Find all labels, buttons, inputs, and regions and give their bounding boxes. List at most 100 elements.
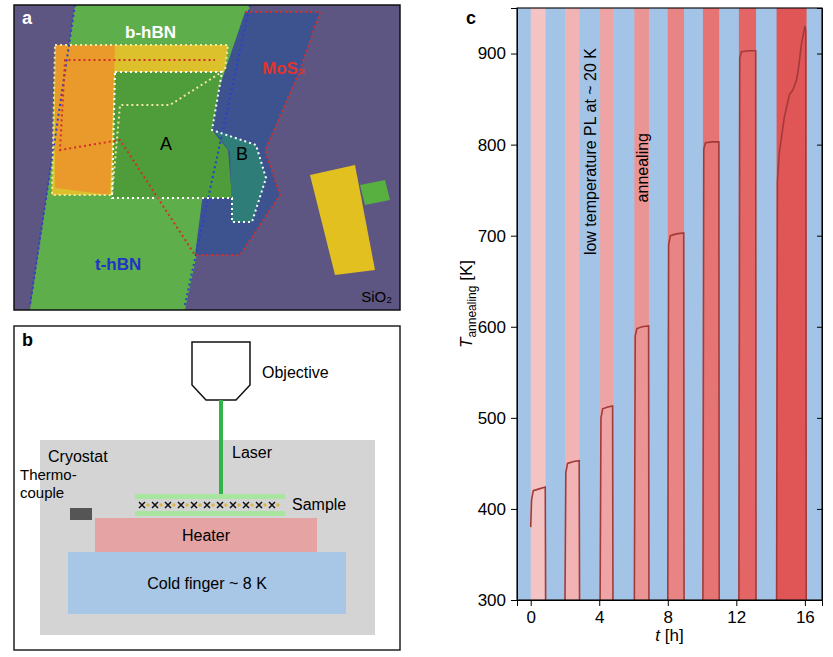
sample-dot [211, 503, 215, 507]
label-thermocouple-line: Thermo- [20, 466, 77, 483]
x-tick: 12 [727, 600, 746, 627]
label-cryostat: Cryostat [48, 448, 108, 465]
y-tick-right [817, 600, 822, 601]
label-thermocouple-line: couple [20, 484, 64, 501]
label-objective: Objective [262, 364, 329, 381]
panel-letter: a [22, 8, 33, 28]
panel-letter: b [22, 330, 33, 350]
flake-tiny [360, 180, 390, 205]
annotation-pl: low temperature PL at ~ 20 K [582, 48, 599, 255]
y-tick-right [817, 54, 822, 55]
annealing-band [634, 8, 649, 600]
annealing-band [565, 8, 580, 600]
panel-b: bObjectiveLaserCryostatThermo-coupleSamp… [14, 326, 400, 650]
y-tick-mark-right [817, 145, 822, 146]
x-axis-title: t [h] [655, 626, 683, 645]
x-tick: 0 [526, 600, 535, 627]
sample-dot [276, 503, 280, 507]
y-tick-mark-right [817, 54, 822, 55]
x-tick-label: 0 [526, 608, 535, 627]
y-tick-right [817, 509, 822, 510]
y-tick-label: 900 [478, 44, 506, 63]
sample-dot [250, 503, 254, 507]
sample-dot [146, 503, 150, 507]
y-tick-mark-right [817, 600, 822, 601]
annealing-band [739, 8, 756, 600]
y-axis-right-line [817, 9, 823, 601]
sample-dot [159, 503, 163, 507]
y-tick-label: 300 [478, 591, 506, 610]
temperature-line [531, 26, 807, 600]
x-axis: 0 4 8 12 16 [518, 600, 823, 627]
sample-dot [152, 502, 158, 508]
y-axis: 300 400 500 600 700 800 900 [478, 9, 518, 610]
label-region-b: B [236, 144, 248, 164]
y-axis-right [817, 9, 823, 601]
schematic-frame [14, 326, 400, 650]
annealing-band [531, 8, 546, 600]
y-tick: 400 [478, 500, 517, 519]
t-hbn-flake [30, 5, 250, 310]
laser-beam [219, 400, 223, 494]
objective-shape [192, 342, 250, 400]
label-b-hbn: b-hBN [125, 23, 176, 42]
x-axis-line [518, 601, 823, 607]
sample-dot [172, 503, 176, 507]
y-tick: 300 [478, 591, 517, 610]
x-tick-label: 4 [595, 608, 604, 627]
y-tick-mark-right [817, 418, 822, 419]
region-b-area [214, 130, 266, 222]
annealing-band [703, 8, 719, 600]
substrate [14, 5, 400, 310]
sample-dot [178, 502, 184, 508]
y-tick-label: 400 [478, 500, 506, 519]
y-tick-label: 800 [478, 136, 506, 155]
x-tick-label: 16 [796, 608, 815, 627]
micrograph-frame [14, 5, 400, 310]
cold-finger [68, 552, 346, 614]
annotation-annealing: annealing [634, 133, 651, 202]
label-heater: Heater [182, 527, 231, 544]
y-tick-mark [511, 418, 517, 419]
x-tick-mark [736, 600, 737, 606]
sample-dot [256, 502, 262, 508]
x-tick-label: 8 [664, 608, 673, 627]
label-mos2: MoS₂ [262, 59, 305, 78]
y-tick-right [817, 327, 822, 328]
b-hbn-thick [55, 45, 115, 195]
y-tick-mark-right [817, 236, 822, 237]
annealing-band [668, 8, 684, 600]
y-tick: 500 [478, 409, 517, 428]
label-thermocouple: Thermo-couple [20, 466, 77, 501]
plot-frame [517, 8, 822, 600]
label-region-a: A [160, 134, 172, 154]
x-tick-mark [668, 600, 669, 606]
sample-bottom [135, 511, 285, 516]
figure: ab-hBNMoS₂ABt-hBNSiO₂bObjectiveLaserCryo… [0, 0, 833, 657]
y-tick: 900 [478, 44, 517, 63]
micrograph-image [14, 5, 400, 310]
cryostat-box [40, 440, 375, 635]
x-tick-mark [599, 600, 600, 606]
sample-dot [243, 502, 249, 508]
y-tick-mark [511, 236, 517, 237]
y-tick-mark-right [817, 327, 822, 328]
y-tick-label: 700 [478, 227, 506, 246]
sample-dot [224, 503, 228, 507]
y-tick: 700 [478, 227, 517, 246]
annealing-band [600, 8, 613, 600]
y-tick-right [817, 145, 822, 146]
panel-letter: c [466, 8, 476, 28]
panel-c: 0481216300400500600700800900t [h]Tanneal… [457, 8, 823, 645]
y-tick-mark [511, 327, 517, 328]
y-tick-right [817, 418, 822, 419]
plot-area [517, 8, 822, 600]
sample-top [135, 494, 285, 499]
y-tick: 800 [478, 136, 517, 155]
y-tick-mark [511, 600, 517, 601]
y-tick-label: 600 [478, 318, 506, 337]
t-hbn-edge [185, 5, 250, 305]
sample-dot [204, 502, 210, 508]
x-tick-label: 12 [727, 608, 746, 627]
background-pl [517, 8, 822, 600]
